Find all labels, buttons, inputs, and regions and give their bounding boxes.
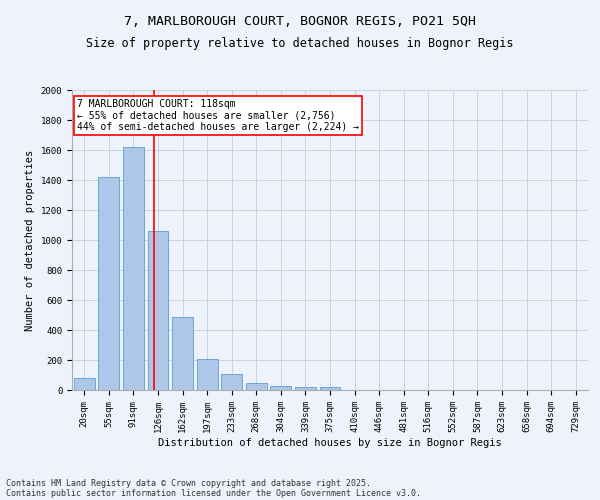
Text: 7 MARLBOROUGH COURT: 118sqm
← 55% of detached houses are smaller (2,756)
44% of : 7 MARLBOROUGH COURT: 118sqm ← 55% of det… [77, 99, 359, 132]
Bar [246, 383, 267, 390]
Bar [172, 316, 193, 390]
Text: Size of property relative to detached houses in Bognor Regis: Size of property relative to detached ho… [86, 38, 514, 51]
Bar [221, 374, 242, 390]
Bar [98, 177, 119, 390]
Bar [123, 147, 144, 390]
Bar [148, 231, 169, 390]
X-axis label: Distribution of detached houses by size in Bognor Regis: Distribution of detached houses by size … [158, 438, 502, 448]
Text: 7, MARLBOROUGH COURT, BOGNOR REGIS, PO21 5QH: 7, MARLBOROUGH COURT, BOGNOR REGIS, PO21… [124, 15, 476, 28]
Bar [320, 388, 340, 390]
Bar [295, 386, 316, 390]
Text: Contains HM Land Registry data © Crown copyright and database right 2025.: Contains HM Land Registry data © Crown c… [6, 478, 371, 488]
Bar [197, 359, 218, 390]
Y-axis label: Number of detached properties: Number of detached properties [25, 150, 35, 330]
Bar [271, 386, 292, 390]
Text: Contains public sector information licensed under the Open Government Licence v3: Contains public sector information licen… [6, 488, 421, 498]
Bar [74, 378, 95, 390]
